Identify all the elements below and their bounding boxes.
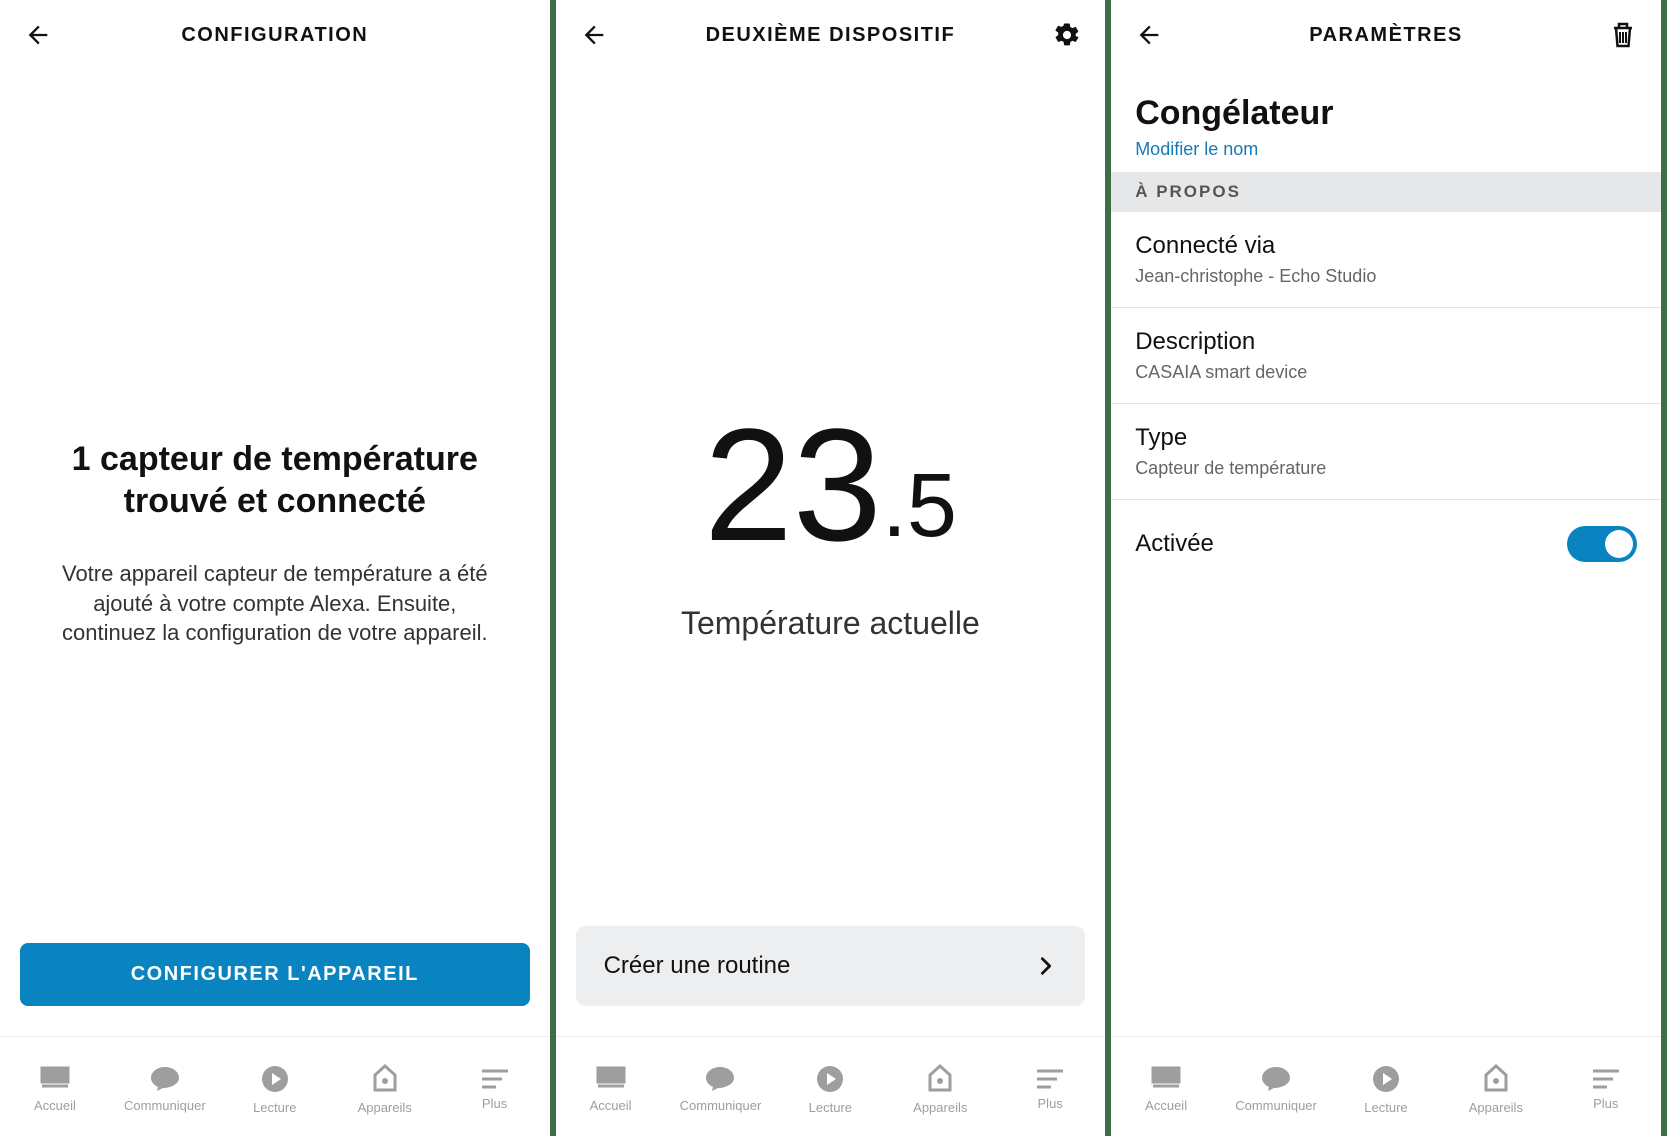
device-title-block: Congélateur Modifier le nom [1111,70,1661,172]
temperature-value: 23 .5 [704,405,957,565]
nav-item-communiquer[interactable]: Communiquer [120,1066,210,1113]
home-icon [40,1066,70,1092]
bottom-nav: Accueil Communiquer Lecture Appareils Pl… [556,1036,1106,1136]
devices-icon [370,1064,400,1094]
nav-item-appareils[interactable]: Appareils [340,1064,430,1115]
row-type[interactable]: Type Capteur de température [1111,404,1661,500]
nav-item-lecture[interactable]: Lecture [230,1064,320,1115]
nav-item-appareils[interactable]: Appareils [1451,1064,1541,1115]
nav-item-communiquer[interactable]: Communiquer [675,1066,765,1113]
section-about: À PROPOS [1111,172,1661,212]
row-value: Capteur de température [1135,458,1637,479]
row-value: Jean-christophe - Echo Studio [1135,266,1637,287]
edit-name-link[interactable]: Modifier le nom [1135,139,1637,160]
nav-label: Lecture [253,1100,296,1115]
found-body: Votre appareil capteur de température a … [40,559,510,648]
row-enabled: Activée [1111,500,1661,588]
temperature-label: Température actuelle [681,605,980,642]
row-value: CASAIA smart device [1135,362,1637,383]
arrow-left-icon [1135,21,1163,49]
screen-device: DEUXIÈME DISPOSITIF 23 .5 Température ac… [556,0,1112,1136]
header: PARAMÈTRES [1111,0,1661,70]
home-icon [1151,1066,1181,1092]
nav-item-plus[interactable]: Plus [1561,1068,1651,1111]
create-routine-button[interactable]: Créer une routine [576,926,1086,1006]
page-title: DEUXIÈME DISPOSITIF [556,24,1106,47]
nav-item-plus[interactable]: Plus [450,1068,540,1111]
trash-icon [1611,21,1635,49]
nav-item-accueil[interactable]: Accueil [1121,1066,1211,1113]
configure-device-button[interactable]: CONFIGURER L'APPAREIL [20,943,530,1006]
bottom-nav: Accueil Communiquer Lecture Appareils Pl… [1111,1036,1661,1136]
nav-item-plus[interactable]: Plus [1005,1068,1095,1111]
bubble-icon [1261,1066,1291,1092]
back-button[interactable] [576,17,612,53]
bottom-nav: Accueil Communiquer Lecture Appareils Pl… [0,1036,550,1136]
nav-label: Lecture [809,1100,852,1115]
more-icon [1035,1068,1065,1090]
row-label: Description [1135,328,1637,356]
found-heading: 1 capteur de température trouvé et conne… [40,438,510,523]
enabled-label: Activée [1135,530,1214,558]
nav-label: Appareils [358,1100,412,1115]
nav-item-lecture[interactable]: Lecture [785,1064,875,1115]
nav-label: Lecture [1364,1100,1407,1115]
nav-label: Accueil [590,1098,632,1113]
settings-content: Congélateur Modifier le nom À PROPOS Con… [1111,70,1661,1136]
nav-item-accueil[interactable]: Accueil [566,1066,656,1113]
row-description[interactable]: Description CASAIA smart device [1111,308,1661,404]
devices-icon [1481,1064,1511,1094]
nav-label: Plus [482,1096,507,1111]
arrow-left-icon [24,21,52,49]
play-icon [1371,1064,1401,1094]
more-icon [480,1068,510,1090]
create-routine-label: Créer une routine [604,952,791,980]
nav-label: Appareils [913,1100,967,1115]
row-label: Type [1135,424,1637,452]
nav-label: Communiquer [124,1098,206,1113]
nav-item-accueil[interactable]: Accueil [10,1066,100,1113]
temperature-int: 23 [704,405,882,565]
enabled-toggle[interactable] [1567,526,1637,562]
bubble-icon [150,1066,180,1092]
back-button[interactable] [20,17,56,53]
nav-label: Accueil [34,1098,76,1113]
row-label: Connecté via [1135,232,1637,260]
delete-button[interactable] [1605,17,1641,53]
arrow-left-icon [580,21,608,49]
play-icon [815,1064,845,1094]
play-icon [260,1064,290,1094]
nav-label: Appareils [1469,1100,1523,1115]
nav-item-communiquer[interactable]: Communiquer [1231,1066,1321,1113]
nav-item-appareils[interactable]: Appareils [895,1064,985,1115]
toggle-knob [1605,530,1633,558]
row-connected-via[interactable]: Connecté via Jean-christophe - Echo Stud… [1111,212,1661,308]
page-title: PARAMÈTRES [1111,24,1661,47]
nav-label: Communiquer [1235,1098,1317,1113]
chevron-right-icon [1035,955,1057,977]
nav-label: Plus [1593,1096,1618,1111]
nav-label: Accueil [1145,1098,1187,1113]
temperature-dec: .5 [882,461,957,565]
header: DEUXIÈME DISPOSITIF [556,0,1106,70]
screen-settings: PARAMÈTRES Congélateur Modifier le nom À… [1111,0,1667,1136]
device-name: Congélateur [1135,94,1637,133]
page-title: CONFIGURATION [0,24,550,47]
nav-item-lecture[interactable]: Lecture [1341,1064,1431,1115]
header: CONFIGURATION [0,0,550,70]
nav-label: Plus [1038,1096,1063,1111]
nav-label: Communiquer [680,1098,762,1113]
gear-icon [1053,21,1081,49]
devices-icon [925,1064,955,1094]
more-icon [1591,1068,1621,1090]
home-icon [596,1066,626,1092]
screen-configuration: CONFIGURATION 1 capteur de température t… [0,0,556,1136]
back-button[interactable] [1131,17,1167,53]
settings-button[interactable] [1049,17,1085,53]
bubble-icon [705,1066,735,1092]
